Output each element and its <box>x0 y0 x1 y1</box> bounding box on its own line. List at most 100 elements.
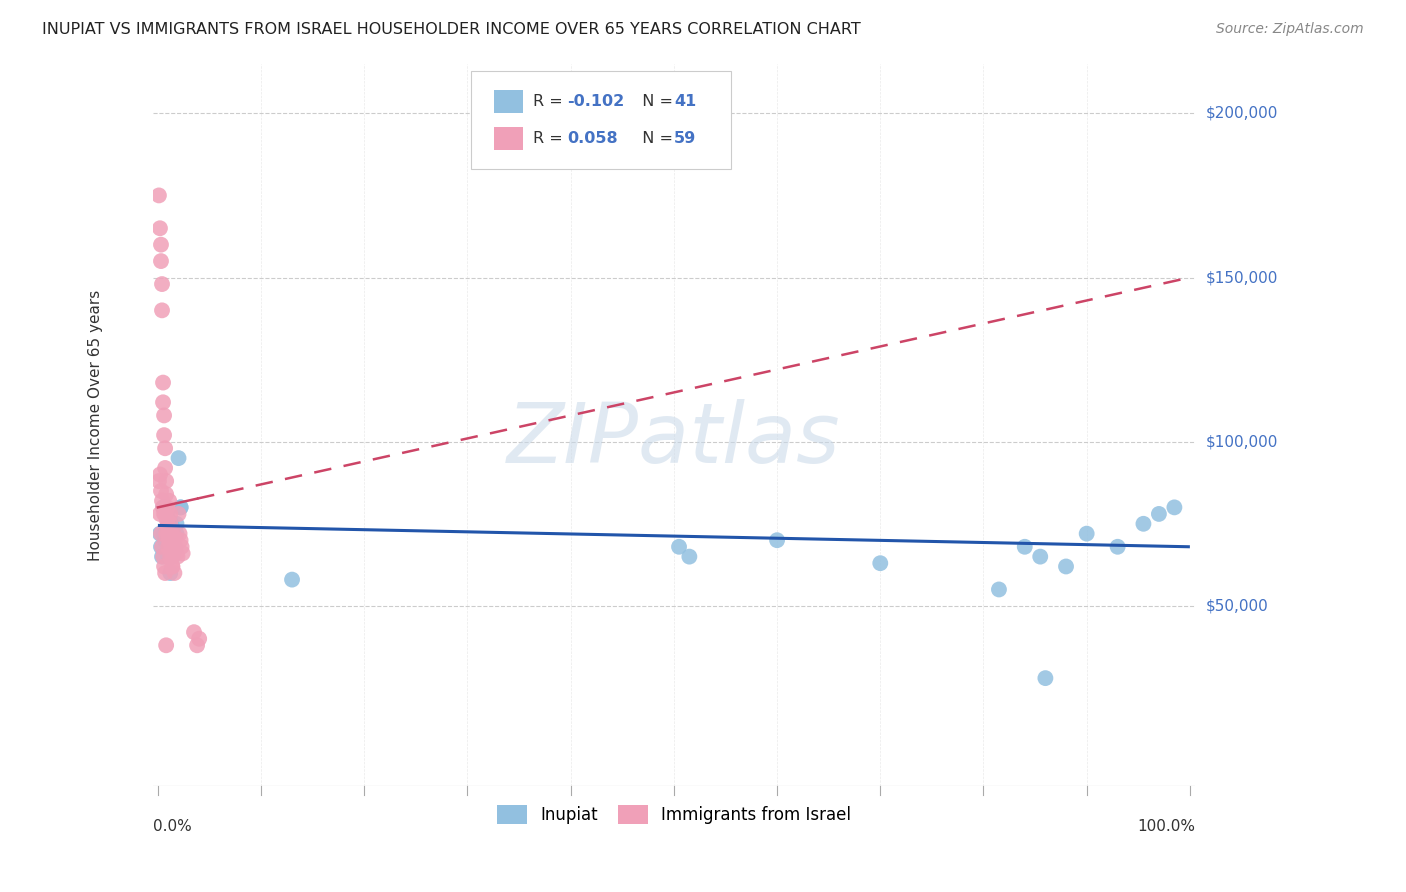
Point <box>157 533 180 548</box>
Point <box>162 549 184 564</box>
Point <box>163 540 186 554</box>
Text: 100.0%: 100.0% <box>1137 819 1195 834</box>
Text: $100,000: $100,000 <box>1206 434 1278 450</box>
Point <box>183 625 205 640</box>
Point <box>678 549 700 564</box>
Point <box>188 632 211 646</box>
Point <box>152 500 174 515</box>
FancyBboxPatch shape <box>494 127 523 150</box>
Point <box>152 376 174 390</box>
Point <box>160 516 183 531</box>
Point <box>159 549 181 564</box>
Point <box>987 582 1010 597</box>
Text: Source: ZipAtlas.com: Source: ZipAtlas.com <box>1216 22 1364 37</box>
Point <box>157 533 180 548</box>
Point <box>162 549 184 564</box>
Point <box>153 500 176 515</box>
Text: $50,000: $50,000 <box>1206 599 1268 614</box>
Point <box>156 500 179 515</box>
Point <box>668 540 690 554</box>
Point <box>153 442 176 456</box>
Point <box>162 526 184 541</box>
Point <box>1147 507 1170 521</box>
Point <box>160 540 183 554</box>
Point <box>186 638 208 652</box>
Point <box>169 533 191 548</box>
Point <box>157 526 180 541</box>
Point <box>1163 500 1185 515</box>
Point <box>153 526 176 541</box>
Point <box>170 540 193 554</box>
Point <box>156 514 179 528</box>
Text: 0.0%: 0.0% <box>153 819 191 834</box>
Point <box>153 559 176 574</box>
Point <box>869 556 891 570</box>
Point <box>766 533 789 548</box>
Point <box>149 254 172 268</box>
Point <box>160 526 183 541</box>
Point <box>148 474 170 488</box>
Text: $200,000: $200,000 <box>1206 106 1278 120</box>
Point <box>172 546 194 560</box>
Point <box>163 566 186 580</box>
Point <box>281 573 304 587</box>
Point <box>163 533 186 548</box>
Point <box>169 526 191 541</box>
Text: R =: R = <box>533 131 568 145</box>
Point <box>155 487 177 501</box>
Point <box>157 549 180 564</box>
Text: -0.102: -0.102 <box>568 95 624 110</box>
Point <box>153 507 176 521</box>
Text: 41: 41 <box>673 95 696 110</box>
Text: R =: R = <box>533 95 568 110</box>
Point <box>162 540 184 554</box>
Point <box>156 526 179 541</box>
Point <box>152 395 174 409</box>
Point <box>155 526 177 541</box>
Text: $150,000: $150,000 <box>1206 270 1278 285</box>
Text: 0.058: 0.058 <box>568 131 619 145</box>
Point <box>149 540 172 554</box>
Point <box>159 566 181 580</box>
Point <box>150 277 173 291</box>
Point <box>153 533 176 548</box>
Point <box>1107 540 1129 554</box>
Point <box>157 540 180 554</box>
Point <box>153 461 176 475</box>
Point <box>155 474 177 488</box>
Point <box>169 500 191 515</box>
Point <box>156 507 179 521</box>
Point <box>153 428 176 442</box>
Point <box>167 507 190 521</box>
Point <box>149 507 172 521</box>
Point <box>166 546 188 560</box>
Point <box>149 237 172 252</box>
Point <box>1054 559 1077 574</box>
FancyBboxPatch shape <box>494 90 523 113</box>
Point <box>156 514 179 528</box>
Point <box>1076 526 1098 541</box>
Point <box>150 303 173 318</box>
Text: N =: N = <box>633 131 678 145</box>
Point <box>169 500 191 515</box>
Point <box>150 540 173 554</box>
Point <box>150 549 173 564</box>
Text: INUPIAT VS IMMIGRANTS FROM ISRAEL HOUSEHOLDER INCOME OVER 65 YEARS CORRELATION C: INUPIAT VS IMMIGRANTS FROM ISRAEL HOUSEH… <box>42 22 860 37</box>
Point <box>162 526 184 541</box>
Point <box>152 500 174 515</box>
Point <box>149 483 172 498</box>
Text: ZIPatlas: ZIPatlas <box>508 400 841 480</box>
Point <box>1014 540 1036 554</box>
Point <box>157 520 180 534</box>
Point <box>157 514 180 528</box>
Point <box>155 524 177 538</box>
Point <box>167 451 190 466</box>
FancyBboxPatch shape <box>471 71 731 169</box>
Text: Householder Income Over 65 years: Householder Income Over 65 years <box>89 290 103 561</box>
Point <box>150 493 173 508</box>
Point <box>163 543 186 558</box>
Point <box>166 549 188 564</box>
Point <box>153 566 176 580</box>
Text: N =: N = <box>633 95 678 110</box>
Point <box>1035 671 1057 685</box>
